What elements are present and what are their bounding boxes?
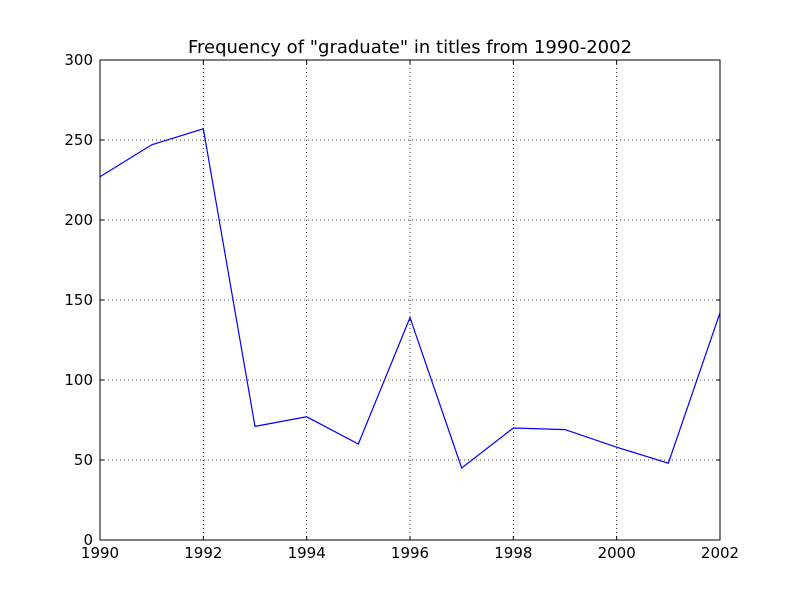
x-tick-label: 1990 xyxy=(81,544,119,562)
series-line-0 xyxy=(99,128,721,469)
y-tick-label: 300 xyxy=(64,51,93,69)
x-tick-label: 1992 xyxy=(184,544,222,562)
x-tick-label: 2000 xyxy=(598,544,636,562)
y-tick-label: 100 xyxy=(64,371,93,389)
chart-title: Frequency of "graduate" in titles from 1… xyxy=(188,37,632,58)
x-tick-labels: 1990 1992 1994 1996 1998 2000 2002 xyxy=(81,544,739,562)
ticks xyxy=(99,59,721,541)
x-tick-label: 1996 xyxy=(391,544,429,562)
y-tick-labels: 0 50 100 150 200 250 300 xyxy=(64,51,93,549)
y-tick-label: 250 xyxy=(64,131,93,149)
y-tick-label: 0 xyxy=(83,531,93,549)
x-tick-label: 1998 xyxy=(494,544,532,562)
y-tick-label: 50 xyxy=(74,451,93,469)
y-tick-label: 200 xyxy=(64,211,93,229)
y-tick-label: 150 xyxy=(64,291,93,309)
series-layer xyxy=(99,128,721,469)
x-tick-label: 1994 xyxy=(288,544,326,562)
x-tick-label: 2002 xyxy=(701,544,739,562)
